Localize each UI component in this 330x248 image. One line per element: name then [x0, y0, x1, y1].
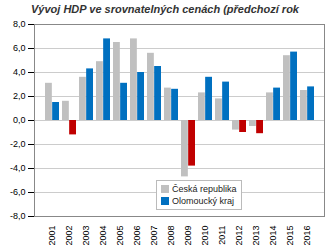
svg-text:2015: 2015	[285, 226, 295, 246]
svg-text:6,0: 6,0	[13, 43, 26, 53]
svg-text:2011: 2011	[217, 226, 227, 245]
svg-text:2001: 2001	[47, 226, 57, 246]
svg-text:-2,0: -2,0	[10, 139, 26, 149]
svg-text:2006: 2006	[132, 226, 142, 246]
svg-text:2009: 2009	[183, 226, 193, 246]
svg-text:2014: 2014	[268, 226, 278, 246]
svg-text:2012: 2012	[234, 226, 244, 246]
svg-text:2005: 2005	[115, 226, 125, 246]
html-text:Olomoucký kraj: Olomoucký kraj	[172, 196, 234, 206]
svg-text:2,0: 2,0	[13, 91, 26, 101]
svg-text:8,0: 8,0	[13, 19, 26, 29]
svg-text:2013: 2013	[251, 226, 261, 246]
svg-text:2016: 2016	[302, 226, 312, 246]
svg-text:2004: 2004	[98, 226, 108, 246]
svg-text:0,0: 0,0	[13, 115, 26, 125]
svg-text:2007: 2007	[149, 226, 159, 246]
svg-text:-8,0: -8,0	[10, 211, 26, 221]
html-text:Vývoj HDP ve srovnatelných cen: Vývoj HDP ve srovnatelných cenách (předc…	[31, 3, 299, 15]
svg-text:2010: 2010	[200, 226, 210, 246]
svg-text:4,0: 4,0	[13, 67, 26, 77]
svg-text:-6,0: -6,0	[10, 187, 26, 197]
html-text:Česká republika: Česká republika	[172, 184, 237, 194]
svg-text:2002: 2002	[64, 226, 74, 246]
svg-text:-4,0: -4,0	[10, 163, 26, 173]
svg-text:2008: 2008	[166, 226, 176, 246]
svg-text:2003: 2003	[81, 226, 91, 246]
